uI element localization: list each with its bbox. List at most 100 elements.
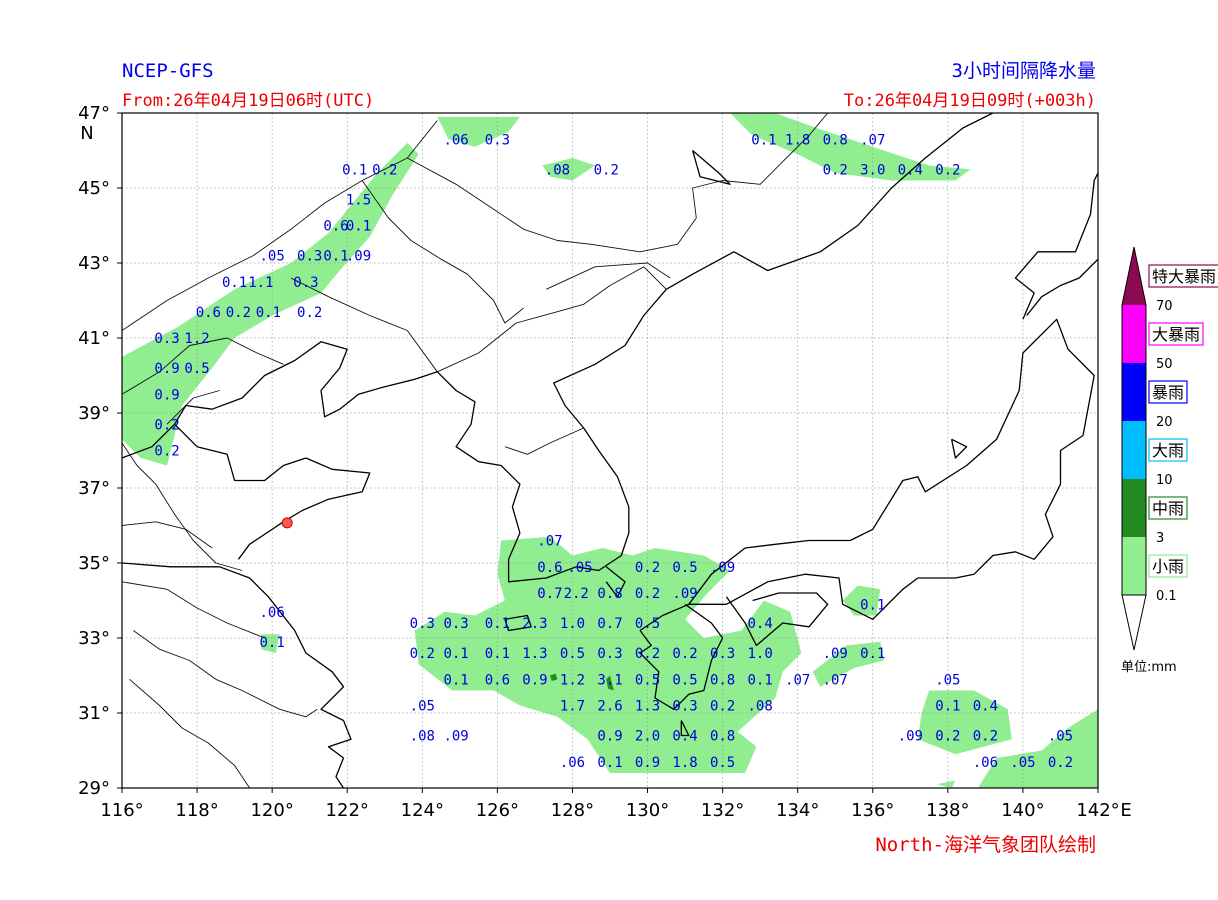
- precip-value: 0.4: [898, 162, 923, 178]
- light-rain-area: [437, 116, 520, 147]
- precip-value: 0.3: [410, 616, 435, 632]
- rain-areas-layer: [122, 113, 1098, 788]
- precip-value: 0.2: [594, 162, 619, 178]
- legend-threshold: 70: [1156, 299, 1173, 314]
- graticule: [122, 113, 1098, 788]
- precip-value: 2.3: [522, 616, 547, 632]
- light-rain-area: [977, 709, 1098, 788]
- precip-value: 0.9: [154, 387, 179, 403]
- light-rain-area: [122, 143, 419, 466]
- precip-value: 0.5: [710, 755, 735, 771]
- coastline: [1014, 172, 1098, 320]
- precip-value: .09: [710, 560, 735, 576]
- lon-tick-label: 116°: [100, 800, 143, 821]
- precip-value: 0.2: [1048, 755, 1073, 771]
- lon-tick-label: 136°: [851, 800, 894, 821]
- precip-value: .09: [346, 249, 371, 265]
- legend-category-label: 大暴雨: [1152, 325, 1200, 344]
- legend-unit: 单位:mm: [1121, 660, 1177, 675]
- lat-tick-label: 29°: [78, 778, 110, 799]
- precip-value: 0.9: [522, 672, 547, 688]
- legend-swatch: [1122, 479, 1146, 537]
- precip-value: 1.8: [785, 132, 810, 148]
- coastline: [504, 614, 532, 632]
- precip-value: 1.7: [560, 699, 585, 715]
- precip-value: 0.2: [635, 586, 660, 602]
- precip-value: .09: [898, 729, 923, 745]
- legend-swatch: [1122, 305, 1146, 363]
- precip-value: .06: [973, 755, 998, 771]
- admin-border: [290, 277, 438, 373]
- admin-border: [166, 390, 220, 425]
- light-rain-area: [812, 641, 884, 687]
- precip-value: 0.4: [672, 729, 697, 745]
- light-rain-area: [842, 585, 881, 616]
- precip-value: .05: [1010, 755, 1035, 771]
- precip-value: 0.7: [597, 616, 622, 632]
- precip-value: 1.5: [346, 192, 371, 208]
- coastline: [691, 150, 731, 185]
- precip-value: 0.2: [973, 729, 998, 745]
- precip-value: 0.3: [297, 249, 322, 265]
- admin-border: [407, 113, 829, 253]
- precip-value: .09: [823, 646, 848, 662]
- precip-value: 0.5: [635, 616, 660, 632]
- precip-value: 0.8: [823, 132, 848, 148]
- legend-bottom-arrow: [1121, 594, 1147, 651]
- moderate-rain-area: [606, 675, 614, 691]
- lon-tick-label: 126°: [476, 800, 519, 821]
- lon-tick-label: 130°: [626, 800, 669, 821]
- precip-value: 3.0: [860, 162, 885, 178]
- precip-value: 1.2: [560, 672, 585, 688]
- coastline: [950, 438, 968, 459]
- precip-value: .05: [935, 672, 960, 688]
- precip-value: 0.5: [560, 646, 585, 662]
- precip-value: 0.5: [672, 560, 697, 576]
- precip-value: 0.2: [935, 729, 960, 745]
- precip-value: 0.9: [154, 361, 179, 377]
- precip-value: 0.2: [935, 162, 960, 178]
- legend-category-box: [1148, 554, 1188, 578]
- admin-border: [122, 120, 438, 331]
- lon-tick-label: 122°: [326, 800, 369, 821]
- precip-value: 0.9: [597, 729, 622, 745]
- precip-value: .09: [672, 586, 697, 602]
- precip-value: 0.1: [597, 755, 622, 771]
- legend-category-box: [1148, 264, 1218, 288]
- precip-value: 0.3: [443, 616, 468, 632]
- lon-tick-label: 128°: [551, 800, 594, 821]
- light-rain-area: [260, 634, 280, 653]
- admin-border: [504, 427, 584, 455]
- precip-value: 0.1: [751, 132, 776, 148]
- lon-tick-label: 124°: [401, 800, 444, 821]
- light-rain-area: [730, 113, 971, 181]
- precip-value: 0.2: [226, 305, 251, 321]
- precip-value: 1.2: [184, 331, 209, 347]
- precip-value: 0.7: [537, 586, 562, 602]
- precip-value: 1.0: [748, 646, 773, 662]
- legend-threshold: 10: [1156, 473, 1173, 488]
- coastline: [725, 592, 829, 647]
- lat-tick-label: 43°: [78, 253, 110, 274]
- precip-value: .05: [410, 699, 435, 715]
- model-name: NCEP-GFS: [122, 60, 214, 82]
- legend-outline: [1121, 246, 1147, 596]
- precip-value: 0.3: [485, 132, 510, 148]
- coastline: [237, 457, 371, 560]
- lon-unit-label: E: [1120, 800, 1131, 821]
- precip-value: 0.2: [710, 699, 735, 715]
- legend-category-label: 大雨: [1152, 441, 1184, 460]
- lon-tick-label: 120°: [250, 800, 293, 821]
- precip-value: 0.6: [196, 305, 221, 321]
- precip-value: 0.1: [748, 672, 773, 688]
- precip-value: 1.3: [635, 699, 660, 715]
- precip-value: .08: [545, 162, 570, 178]
- precip-value: 0.3: [710, 646, 735, 662]
- admin-border: [437, 266, 667, 373]
- precip-value: 0.1: [256, 305, 281, 321]
- precip-value: .06: [560, 755, 585, 771]
- precip-value: 0.6: [485, 672, 510, 688]
- precip-value: 2.0: [635, 729, 660, 745]
- coastline: [174, 423, 307, 482]
